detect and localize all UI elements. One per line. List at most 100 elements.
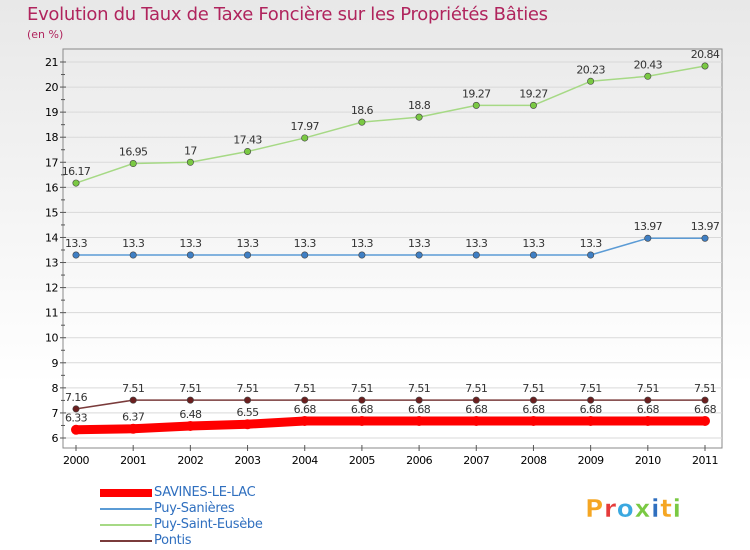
data-label-pontis: 7.16 [65, 391, 88, 404]
data-label-pontis: 7.51 [179, 382, 201, 395]
data-point-puy-sanieres [529, 251, 537, 259]
data-label-savines-le-lac: 6.68 [694, 403, 717, 416]
data-point-puy-sanieres [587, 251, 595, 259]
data-point-pontis [701, 396, 709, 404]
page-title: Evolution du Taux de Taxe Foncière sur l… [27, 4, 548, 25]
y-tick-label: 13 [45, 257, 58, 270]
y-tick-label: 19 [45, 106, 58, 119]
data-point-puy-sanieres [358, 251, 366, 259]
legend-item: SAVINES-LE-LAC [100, 485, 360, 501]
data-point-puy-saint-eusebe [358, 118, 366, 126]
legend-item: Puy-Saint-Eusèbe [100, 517, 360, 533]
y-tick-label: 12 [45, 282, 58, 295]
data-label-puy-saint-eusebe: 17.43 [233, 133, 262, 146]
x-tick-label: 2007 [463, 454, 489, 467]
x-tick-label: 2005 [349, 454, 375, 467]
data-label-pontis: 7.51 [294, 382, 316, 395]
data-point-savines-le-lac [414, 415, 425, 426]
data-label-puy-sanieres: 13.3 [122, 237, 145, 250]
data-point-puy-sanieres [415, 251, 423, 259]
logo-letter: i [651, 494, 660, 523]
x-tick-label: 2003 [235, 454, 261, 467]
x-tick-label: 2001 [120, 454, 146, 467]
data-point-savines-le-lac [71, 424, 81, 435]
y-tick-label: 6 [52, 432, 59, 445]
data-label-puy-saint-eusebe: 17 [184, 144, 197, 157]
plot-frame [62, 48, 723, 449]
data-label-pontis: 7.51 [408, 382, 430, 395]
legend-swatch [100, 540, 152, 542]
data-point-puy-saint-eusebe [701, 62, 709, 70]
series-line-savines-le-lac [71, 416, 710, 435]
data-label-savines-le-lac: 6.68 [580, 403, 603, 416]
legend-label: SAVINES-LE-LAC [154, 485, 256, 500]
data-label-puy-sanieres: 13.97 [634, 220, 663, 233]
logo-letter: P [585, 494, 604, 523]
legend-label: Puy-Sanières [154, 501, 235, 516]
logo-graphic: Proxiti [585, 494, 682, 524]
data-point-pontis [587, 396, 595, 404]
data-label-pontis: 7.51 [580, 382, 602, 395]
y-tick-label: 11 [45, 307, 58, 320]
data-label-puy-sanieres: 13.3 [351, 237, 374, 250]
data-point-savines-le-lac [185, 420, 196, 431]
legend-item: Pontis [100, 533, 360, 549]
x-tick-label: 2008 [520, 454, 546, 467]
data-label-puy-sanieres: 13.3 [465, 237, 488, 250]
legend-label: Puy-Saint-Eusèbe [154, 517, 263, 532]
data-point-puy-sanieres [129, 251, 137, 259]
proxiti-logo: Proxiti [583, 490, 693, 524]
data-point-savines-le-lac [700, 415, 710, 426]
data-label-savines-le-lac: 6.37 [122, 411, 145, 424]
logo-letter: x [634, 494, 651, 523]
data-point-puy-saint-eusebe [72, 179, 80, 187]
data-point-savines-le-lac [528, 415, 539, 426]
data-label-puy-sanieres: 13.3 [179, 237, 202, 250]
data-point-puy-sanieres [472, 251, 480, 259]
legend-label: Pontis [154, 533, 192, 548]
data-point-puy-sanieres [72, 251, 80, 259]
x-tick-label: 2002 [177, 454, 203, 467]
data-label-puy-saint-eusebe: 20.23 [576, 63, 605, 76]
series-line-pontis [75, 399, 706, 410]
data-label-pontis: 7.51 [522, 382, 544, 395]
data-point-puy-saint-eusebe [244, 147, 252, 155]
data-point-puy-saint-eusebe [644, 72, 652, 80]
data-label-savines-le-lac: 6.68 [351, 403, 374, 416]
data-label-savines-le-lac: 6.68 [408, 403, 431, 416]
data-label-puy-saint-eusebe: 17.97 [290, 120, 319, 133]
page-subtitle: (en %) [27, 28, 64, 41]
data-point-puy-saint-eusebe [472, 101, 480, 109]
x-tick-label: 2000 [63, 454, 89, 467]
logo-letter: t [660, 494, 672, 523]
data-point-pontis [244, 396, 252, 404]
data-label-pontis: 7.51 [694, 382, 716, 395]
data-point-pontis [72, 405, 80, 413]
x-tick-label: 2011 [692, 454, 718, 467]
data-label-pontis: 7.51 [351, 382, 373, 395]
data-label-puy-sanieres: 13.3 [65, 237, 88, 250]
data-point-savines-le-lac [642, 415, 653, 426]
data-label-puy-sanieres: 13.3 [522, 237, 545, 250]
data-point-puy-sanieres [644, 234, 652, 242]
legend: SAVINES-LE-LAC Puy-Sanières Puy-Saint-Eusè… [100, 485, 360, 549]
data-point-pontis [415, 396, 423, 404]
data-label-savines-le-lac: 6.48 [179, 408, 202, 421]
x-tick-label: 2009 [578, 454, 604, 467]
y-tick-label: 9 [52, 357, 59, 370]
data-label-savines-le-lac: 6.55 [236, 406, 259, 419]
data-label-savines-le-lac: 6.33 [65, 412, 88, 425]
data-label-pontis: 7.51 [637, 382, 659, 395]
data-point-savines-le-lac [471, 415, 482, 426]
y-tick-label: 18 [45, 131, 58, 144]
x-tick-label: 2010 [635, 454, 661, 467]
data-point-puy-saint-eusebe [415, 113, 423, 121]
x-tick-label: 2006 [406, 454, 432, 467]
data-point-savines-le-lac [242, 419, 253, 430]
series-line-puy-saint-eusebe [75, 65, 706, 184]
data-point-savines-le-lac [128, 423, 139, 434]
legend-swatch [100, 489, 152, 497]
data-point-pontis [644, 396, 652, 404]
y-tick-label: 17 [45, 156, 58, 169]
